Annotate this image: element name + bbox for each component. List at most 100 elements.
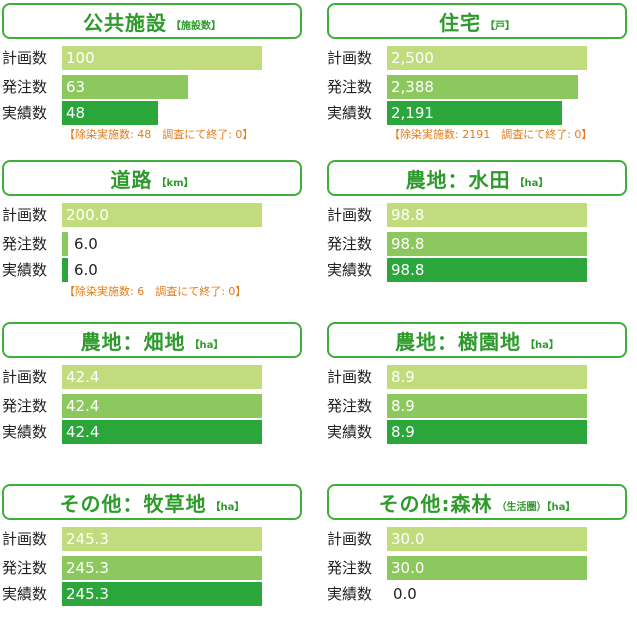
value-label: 98.8 bbox=[391, 206, 425, 224]
category-label: 実績数 bbox=[327, 585, 373, 603]
panel-title: 農地：樹園地 bbox=[395, 329, 522, 354]
panel-title: 道路 bbox=[110, 167, 153, 192]
panel-unit: 【ha】 bbox=[189, 339, 224, 351]
panel-title: 住宅 bbox=[439, 10, 481, 35]
category-label: 計画数 bbox=[2, 368, 48, 386]
bar-order bbox=[62, 556, 262, 580]
panel-title: その他:森林 bbox=[378, 491, 493, 516]
category-label: 計画数 bbox=[2, 206, 48, 224]
bar-row-plan: 計画数 245.3 bbox=[2, 527, 302, 551]
bar-order bbox=[62, 75, 188, 99]
category-label: 実績数 bbox=[2, 585, 48, 603]
panel-header: その他:森林 （生活圏）【ha】 bbox=[327, 484, 627, 520]
panel-header: 農地：樹園地 【ha】 bbox=[327, 322, 627, 358]
value-label: 30.0 bbox=[391, 559, 425, 577]
bar-row-plan: 計画数 98.8 bbox=[327, 203, 627, 227]
category-label: 発注数 bbox=[2, 235, 48, 253]
bar-row-actual: 実績数 2,191 bbox=[327, 101, 627, 125]
value-label: 245.3 bbox=[66, 530, 109, 548]
value-label: 6.0 bbox=[74, 235, 98, 253]
bar-row-actual: 実績数 0.0 bbox=[327, 582, 627, 606]
value-label: 98.8 bbox=[391, 235, 425, 253]
value-label: 8.9 bbox=[391, 397, 415, 415]
bar-actual bbox=[62, 420, 262, 444]
panel-4: 農地：水田 【ha】 計画数 98.8 発注数 98.8 実績数 98.8 bbox=[327, 160, 627, 310]
panel-8: その他:森林 （生活圏）【ha】計画数 30.0 発注数 30.0 実績数 0.0 bbox=[327, 484, 627, 634]
panel-note: 【除染実施数: 48 調査にて終了: 0】 bbox=[64, 128, 254, 141]
bar-plan bbox=[387, 527, 587, 551]
panel-unit: 【施設数】 bbox=[171, 20, 221, 32]
panel-title: 農地：畑地 bbox=[80, 329, 186, 354]
panel-title: その他：牧草地 bbox=[59, 491, 207, 516]
category-label: 発注数 bbox=[327, 78, 373, 96]
bar-plan bbox=[62, 203, 262, 227]
panel-title: 農地：水田 bbox=[405, 167, 511, 192]
bar-actual bbox=[387, 258, 587, 282]
bar-row-plan: 計画数 30.0 bbox=[327, 527, 627, 551]
bar-row-actual: 実績数 48 bbox=[2, 101, 302, 125]
value-label: 63 bbox=[66, 78, 86, 96]
bar-row-plan: 計画数 200.0 bbox=[2, 203, 302, 227]
panel-unit: 【ha】 bbox=[525, 339, 559, 351]
bar-row-plan: 計画数 8.9 bbox=[327, 365, 627, 389]
category-label: 発注数 bbox=[2, 78, 48, 96]
bar-row-actual: 実績数 8.9 bbox=[327, 420, 627, 444]
bar-plan bbox=[62, 46, 262, 70]
value-label: 2,500 bbox=[391, 49, 434, 67]
value-label: 42.4 bbox=[66, 397, 100, 415]
panel-6: 農地：樹園地 【ha】 計画数 8.9 発注数 8.9 実績数 8.9 bbox=[327, 322, 627, 472]
panel-header: 農地：畑地 【ha】 bbox=[2, 322, 302, 358]
panel-5: 農地：畑地 【ha】 計画数 42.4 発注数 42.4 実績数 42.4 bbox=[2, 322, 302, 472]
bar-plan bbox=[62, 365, 262, 389]
panel-7: その他：牧草地 【ha】計画数 245.3 発注数 245.3 実績数 245.3 bbox=[2, 484, 302, 634]
category-label: 実績数 bbox=[2, 423, 48, 441]
category-label: 計画数 bbox=[327, 206, 373, 224]
bar-actual bbox=[387, 101, 562, 125]
category-label: 実績数 bbox=[327, 104, 373, 122]
panel-title: 公共施設 bbox=[83, 10, 167, 35]
category-label: 計画数 bbox=[2, 49, 48, 67]
value-label: 100 bbox=[66, 49, 95, 67]
panel-header: 農地：水田 【ha】 bbox=[327, 160, 627, 196]
value-label: 8.9 bbox=[391, 423, 415, 441]
value-label: 48 bbox=[66, 104, 86, 122]
bar-actual bbox=[62, 101, 158, 125]
bar-plan bbox=[387, 203, 587, 227]
bar-actual bbox=[62, 582, 262, 606]
category-label: 発注数 bbox=[327, 559, 373, 577]
bar-row-plan: 計画数 100 bbox=[2, 46, 302, 70]
bar-order bbox=[62, 394, 262, 418]
panel-note: 【除染実施数: 6 調査にて終了: 0】 bbox=[64, 285, 247, 298]
bar-row-order: 発注数 6.0 bbox=[2, 232, 302, 256]
value-label: 42.4 bbox=[66, 423, 100, 441]
value-label: 2,191 bbox=[391, 104, 434, 122]
bar-row-order: 発注数 8.9 bbox=[327, 394, 627, 418]
bar-row-order: 発注数 98.8 bbox=[327, 232, 627, 256]
bar-row-actual: 実績数 98.8 bbox=[327, 258, 627, 282]
category-label: 発注数 bbox=[2, 559, 48, 577]
category-label: 計画数 bbox=[327, 49, 373, 67]
category-label: 計画数 bbox=[2, 530, 48, 548]
panel-unit: （生活圏）【ha】 bbox=[496, 501, 576, 513]
bar-row-actual: 実績数 6.0 bbox=[2, 258, 302, 282]
bar-order bbox=[387, 556, 587, 580]
category-label: 計画数 bbox=[327, 368, 373, 386]
bar-row-plan: 計画数 42.4 bbox=[2, 365, 302, 389]
panel-header: その他：牧草地 【ha】 bbox=[2, 484, 302, 520]
bar-actual bbox=[387, 420, 587, 444]
panel-note: 【除染実施数: 2191 調査にて終了: 0】 bbox=[389, 128, 593, 141]
bar-row-actual: 実績数 245.3 bbox=[2, 582, 302, 606]
bar-order bbox=[387, 232, 587, 256]
bar-plan bbox=[62, 527, 262, 551]
category-label: 実績数 bbox=[327, 423, 373, 441]
panel-3: 道路 【km】 計画数 200.0 発注数 6.0 実績数 6.0 【除染実施数: 6 調査にて… bbox=[2, 160, 302, 310]
value-label: 200.0 bbox=[66, 206, 109, 224]
bar-order bbox=[62, 232, 68, 256]
panel-unit: 【戸】 bbox=[485, 20, 515, 32]
category-label: 実績数 bbox=[2, 261, 48, 279]
panel-unit: 【ha】 bbox=[210, 501, 245, 513]
bar-row-actual: 実績数 42.4 bbox=[2, 420, 302, 444]
value-label: 42.4 bbox=[66, 368, 100, 386]
panel-2: 住宅 【戸】 計画数 2,500 発注数 2,388 実績数 2,191 【除染実施数: 219… bbox=[327, 3, 627, 153]
value-label: 6.0 bbox=[74, 261, 98, 279]
